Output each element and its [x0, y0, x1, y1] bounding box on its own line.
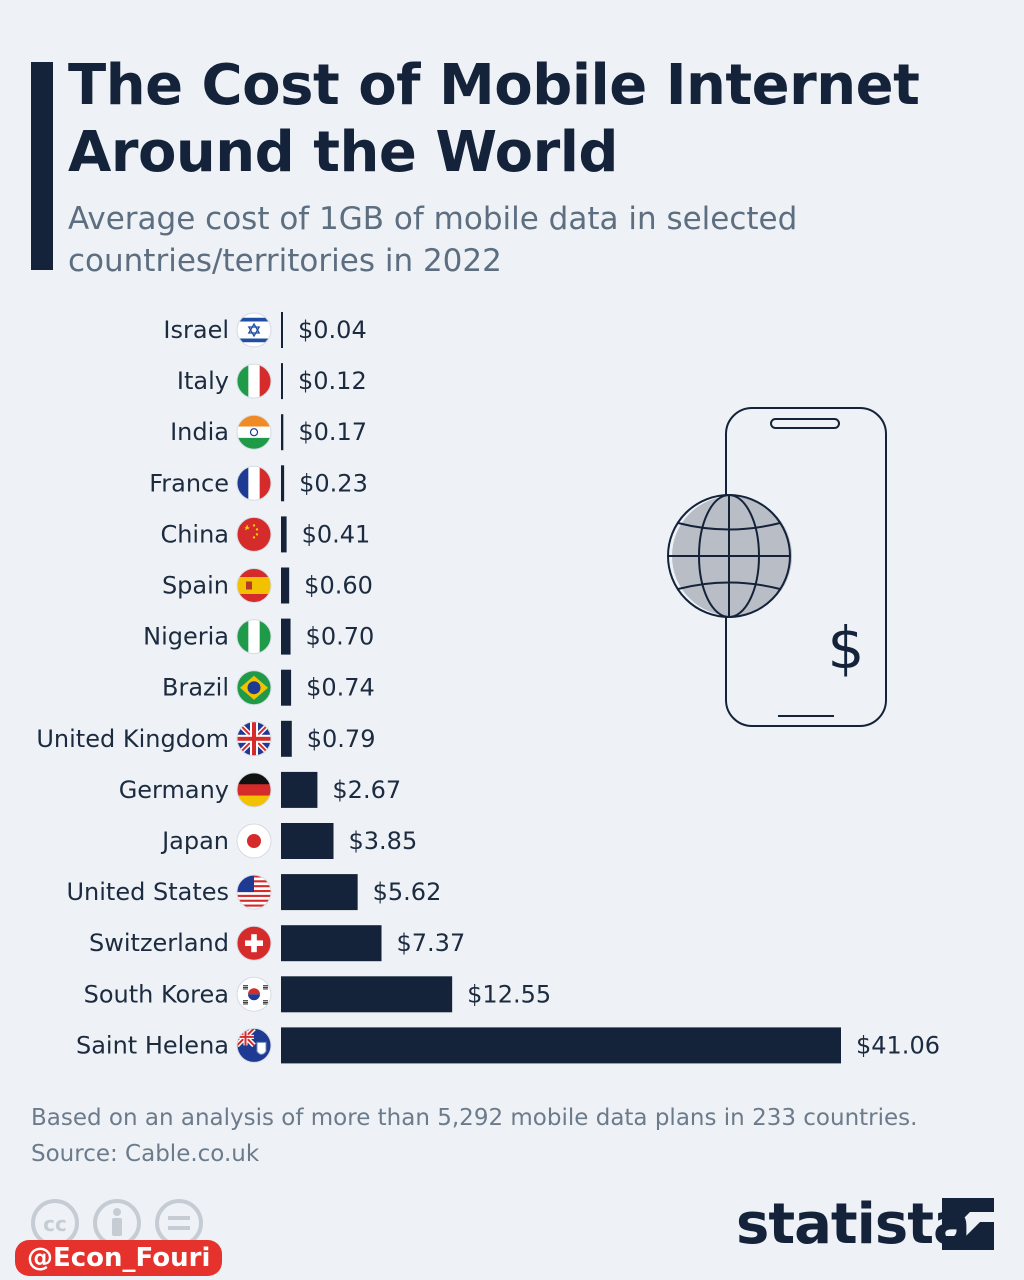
category-label: Switzerland: [89, 929, 229, 957]
category-label: South Korea: [84, 980, 229, 1008]
bar: [281, 516, 287, 553]
switzerland-flag-icon: [236, 925, 272, 961]
value-label: $0.17: [298, 418, 367, 446]
value-label: $2.67: [332, 776, 401, 804]
category-label: Israel: [163, 316, 229, 344]
bar: [281, 874, 358, 911]
value-label: $12.55: [467, 980, 551, 1008]
category-label: Germany: [119, 776, 229, 804]
germany-flag-icon: [236, 772, 272, 808]
subtitle-line-1: Average cost of 1GB of mobile data in se…: [68, 201, 798, 237]
bar-row: China $0.41: [160, 516, 371, 553]
value-label: $5.62: [373, 878, 442, 906]
category-label: China: [160, 520, 229, 548]
bar: [281, 976, 453, 1013]
bar: [281, 823, 334, 859]
bar: [281, 720, 292, 757]
nd-icon: [155, 1199, 203, 1247]
france-flag-icon: [236, 465, 272, 501]
category-label: Italy: [177, 367, 229, 395]
page-title: The Cost of Mobile Internet Around the W…: [68, 52, 998, 186]
saint-helena-flag-icon: [236, 1027, 272, 1063]
value-label: $0.12: [298, 367, 367, 395]
value-label: $0.70: [306, 623, 375, 651]
nigeria-flag-icon: [236, 619, 272, 655]
japan-flag-icon: [236, 823, 272, 859]
bar-row: Saint Helena $41.06: [76, 1027, 940, 1064]
bar: [281, 312, 283, 348]
category-label: United States: [66, 878, 229, 906]
footnote: Based on an analysis of more than 5,292 …: [31, 1100, 991, 1172]
category-label: Nigeria: [143, 623, 229, 651]
category-label: Saint Helena: [76, 1031, 229, 1059]
bar-row: India $0.17: [170, 414, 367, 451]
bar: [281, 567, 290, 604]
phone-globe-dollar-icon: $: [667, 407, 887, 727]
value-label: $0.79: [307, 725, 376, 753]
bar-row: South Korea $12.55: [84, 976, 551, 1013]
brazil-flag-icon: [236, 670, 272, 706]
bar-row: Japan $3.85: [160, 823, 417, 859]
bar-row: United Kingdom $0.79: [36, 720, 376, 757]
statista-logo-icon: [942, 1198, 994, 1250]
bar-row: United States $5.62: [66, 874, 442, 911]
italy-flag-icon: [236, 363, 272, 399]
bar-chart: Israel $0.04 Italy $0.12 India $0.17 France $0.…: [36, 312, 940, 1064]
category-label: India: [170, 418, 229, 446]
bar: [281, 669, 292, 706]
category-label: France: [149, 469, 229, 497]
value-label: $7.37: [397, 929, 466, 957]
value-label: $0.41: [302, 520, 371, 548]
india-flag-icon: [236, 414, 272, 450]
bar: [281, 414, 284, 451]
statista-brand: statista: [736, 1192, 971, 1257]
bar-row: Israel $0.04: [163, 312, 367, 348]
value-label: $0.23: [299, 469, 368, 497]
cc-icon: cc: [31, 1199, 79, 1247]
svg-text:$: $: [828, 614, 865, 682]
footnote-source: Source: Cable.co.uk: [31, 1141, 260, 1167]
bar-row: Nigeria $0.70: [143, 618, 375, 655]
category-label: United Kingdom: [36, 725, 229, 753]
category-label: Japan: [160, 827, 229, 855]
value-label: $3.85: [349, 827, 418, 855]
value-label: $0.04: [298, 316, 367, 344]
category-label: Spain: [162, 572, 229, 600]
south-korea-flag-icon: [236, 976, 272, 1012]
svg-text:cc: cc: [43, 1212, 67, 1236]
title-line-1: The Cost of Mobile Internet: [68, 53, 920, 118]
china-flag-icon: [236, 516, 272, 552]
bar-row: Spain $0.60: [162, 567, 373, 604]
subtitle-line-2: countries/territories in 2022: [68, 243, 502, 279]
value-label: $41.06: [856, 1031, 940, 1059]
bar-row: Italy $0.12: [177, 363, 367, 400]
bar: [281, 618, 291, 655]
social-handle-badge: @Econ_Fouri: [15, 1240, 223, 1276]
spain-flag-icon: [236, 568, 272, 603]
uk-flag-icon: [236, 721, 272, 757]
bar: [281, 1027, 841, 1064]
by-icon: [93, 1199, 141, 1247]
bar: [281, 465, 285, 502]
bar-row: Brazil $0.74: [162, 669, 375, 706]
bar: [281, 925, 382, 962]
subtitle: Average cost of 1GB of mobile data in se…: [68, 198, 968, 282]
bar-row: Switzerland $7.37: [89, 925, 466, 962]
bar: [281, 363, 283, 400]
value-label: $0.74: [306, 674, 375, 702]
category-label: Brazil: [162, 674, 229, 702]
usa-flag-icon: [236, 874, 272, 910]
bar-row: Germany $2.67: [119, 771, 401, 808]
israel-flag-icon: [236, 312, 272, 348]
title-accent-bar: [31, 62, 53, 270]
title-line-2: Around the World: [68, 120, 619, 185]
value-label: $0.60: [304, 572, 373, 600]
bar-row: France $0.23: [149, 465, 368, 502]
footnote-note: Based on an analysis of more than 5,292 …: [31, 1105, 918, 1131]
bar: [281, 771, 318, 808]
